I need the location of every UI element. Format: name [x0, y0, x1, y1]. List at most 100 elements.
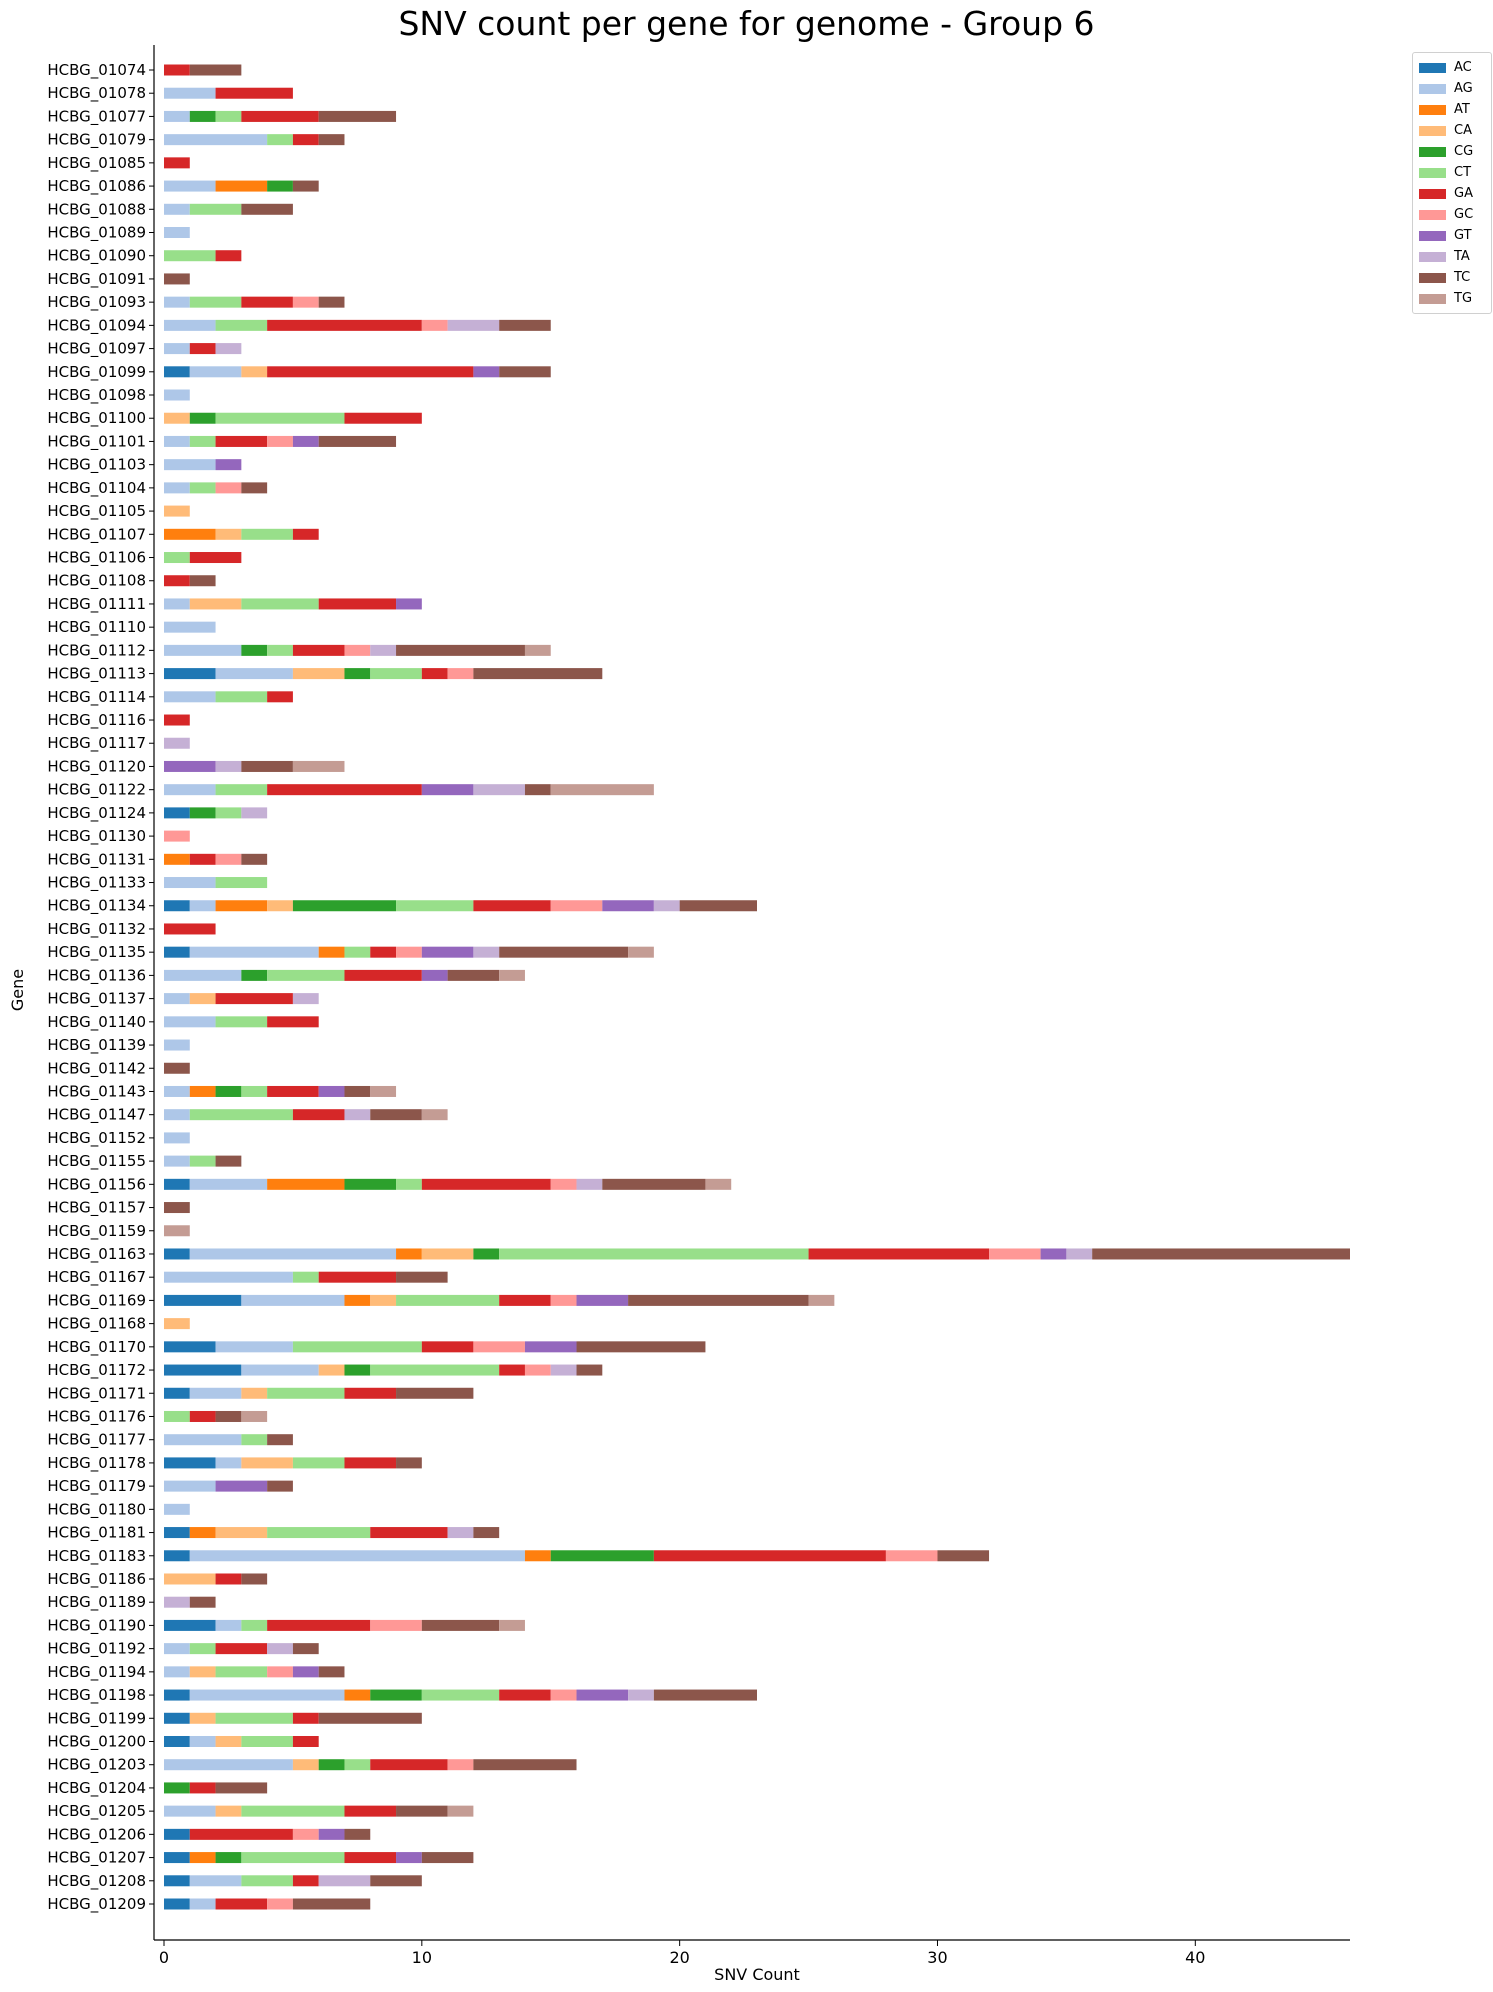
bar-segment-ac — [164, 1294, 242, 1306]
y-tick-label: HCBG_01098 — [47, 386, 146, 405]
bar-segment-cg — [215, 1852, 242, 1864]
bar-segment-tc — [473, 1759, 577, 1771]
bar-segment-ga — [292, 1875, 319, 1887]
y-tick-label: HCBG_01152 — [47, 1129, 146, 1148]
bar-segment-gt — [292, 435, 319, 447]
bar-segment-ag — [164, 691, 216, 703]
bar-segment-ct — [241, 528, 293, 540]
x-tick-label: 40 — [1185, 1948, 1205, 1967]
y-tick-label: HCBG_01090 — [47, 247, 146, 266]
bar-segment-ta — [318, 1875, 371, 1887]
bar-segment-gc — [267, 1666, 293, 1678]
bar-segment-ag — [164, 482, 190, 494]
y-tick-label: HCBG_01206 — [47, 1825, 146, 1844]
bar-segment-tg — [164, 1225, 190, 1237]
y-tick-label: HCBG_01135 — [47, 943, 146, 962]
bar-segment-ca — [189, 1712, 216, 1724]
x-axis-label: SNV Count — [714, 1965, 800, 1984]
bar-segment-gt — [215, 1480, 268, 1492]
legend-item: AC — [1419, 57, 1485, 78]
bar-segment-gc — [550, 900, 603, 912]
bar-segment-tc — [396, 1271, 448, 1283]
bar-segment-ga — [318, 598, 397, 610]
bar-segment-ca — [241, 366, 268, 378]
x-tick-label: 0 — [159, 1948, 169, 1967]
bar-segment-ga — [344, 1457, 397, 1469]
bar-segment-ct — [215, 784, 268, 796]
bar-segment-ag — [189, 1689, 345, 1701]
bar-segment-cg — [189, 110, 216, 122]
bar-segment-gc — [292, 296, 319, 308]
legend: AC AG AT CA CG CT GA GC GT TA TC TG — [1412, 52, 1492, 314]
y-tick-label: HCBG_01168 — [47, 1315, 146, 1334]
bar-segment-ca — [267, 900, 293, 912]
bar-segment-ca — [241, 1457, 293, 1469]
bar-segment-ac — [164, 1341, 216, 1353]
bar-segment-ga — [267, 319, 422, 331]
bar-segment-cg — [473, 1248, 500, 1260]
y-tick-label: HCBG_01130 — [47, 827, 146, 846]
bar-segment-ga — [189, 1782, 216, 1794]
y-tick-label: HCBG_01207 — [47, 1849, 146, 1868]
bar-segment-ct — [267, 969, 345, 981]
bar-segment-ga — [164, 157, 190, 169]
y-tick-label: HCBG_01086 — [47, 177, 146, 196]
y-tick-label: HCBG_01192 — [47, 1640, 146, 1659]
bar-segment-cg — [215, 1085, 242, 1097]
y-tick-label: HCBG_01167 — [47, 1268, 146, 1287]
bar-segment-ag — [189, 1735, 216, 1747]
bar-segment-ac — [164, 1457, 216, 1469]
bar-segment-ga — [267, 1085, 319, 1097]
bar-segment-ga — [164, 923, 216, 935]
y-tick-label: HCBG_01203 — [47, 1756, 146, 1775]
bar-segment-gt — [576, 1689, 629, 1701]
y-tick-label: HCBG_01204 — [47, 1779, 146, 1798]
bar-segment-tc — [267, 1434, 293, 1446]
bar-segment-ga — [292, 1109, 345, 1121]
bar-segment-tg — [524, 644, 551, 656]
legend-swatch — [1419, 104, 1446, 115]
y-tick-label: HCBG_01156 — [47, 1175, 146, 1194]
bar-segment-tg — [421, 1109, 448, 1121]
bar-segment-ta — [550, 1364, 577, 1376]
y-tick-label: HCBG_01120 — [47, 757, 146, 776]
bar-segment-tc — [628, 1294, 809, 1306]
bar-segment-ca — [189, 993, 216, 1005]
bar-segment-gt — [292, 1666, 319, 1678]
bar-segment-at — [267, 1178, 345, 1190]
legend-swatch — [1419, 146, 1446, 157]
bar-segment-ac — [164, 1875, 190, 1887]
bar-segment-gt — [318, 1085, 345, 1097]
legend-swatch — [1419, 209, 1446, 220]
bar-segment-ac — [164, 366, 190, 378]
bar-segment-ac — [164, 1712, 190, 1724]
bar-segment-cg — [318, 1759, 345, 1771]
bar-segment-tc — [215, 1155, 242, 1167]
bar-segment-ga — [215, 250, 242, 262]
bar-segment-gc — [885, 1550, 938, 1562]
y-tick-label: HCBG_01105 — [47, 502, 146, 521]
y-tick-label: HCBG_01180 — [47, 1500, 146, 1519]
bar-segment-gc — [215, 482, 242, 494]
y-tick-label: HCBG_01194 — [47, 1663, 146, 1682]
bar-segment-ag — [164, 969, 242, 981]
bar-segment-ag — [189, 1550, 525, 1562]
y-tick-label: HCBG_01137 — [47, 990, 146, 1009]
y-tick-label: HCBG_01091 — [47, 270, 146, 289]
bar-segment-at — [164, 528, 216, 540]
legend-swatch — [1419, 188, 1446, 199]
legend-label: TC — [1454, 270, 1471, 285]
bar-segment-ct — [267, 1527, 371, 1539]
bar-segment-ga — [164, 575, 190, 587]
bar-segment-ag — [164, 1039, 190, 1051]
bar-segment-ag — [164, 1503, 190, 1515]
bar-segment-ag — [164, 459, 216, 471]
bar-segment-ca — [370, 1294, 397, 1306]
y-tick-label: HCBG_01099 — [47, 363, 146, 382]
bar-segment-ca — [318, 1364, 345, 1376]
bar-segment-tc — [241, 1573, 268, 1585]
bar-segment-tc — [421, 1852, 474, 1864]
bar-segment-tc — [164, 1202, 190, 1214]
y-tick-label: HCBG_01157 — [47, 1199, 146, 1218]
bar-segment-cg — [189, 807, 216, 819]
